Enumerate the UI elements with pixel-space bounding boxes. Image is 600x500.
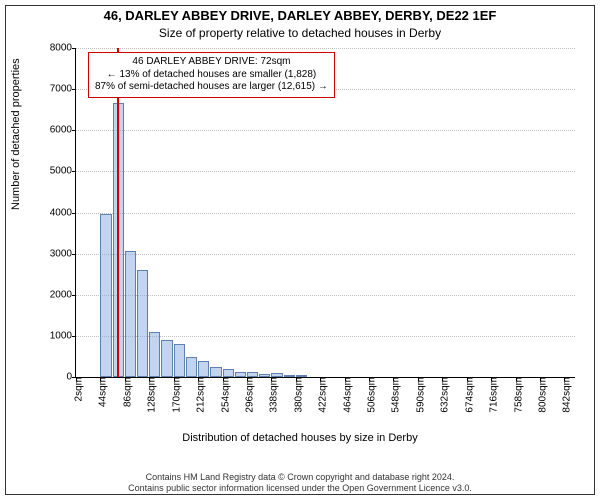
ytick-label: 7000 [32,84,72,95]
xtick-label: 842sqm [556,377,573,413]
ytick-mark [72,295,76,296]
ytick-mark [72,48,76,49]
xtick-label: 254sqm [214,377,231,413]
histogram-bar [137,270,148,377]
xtick-label: 590sqm [409,377,426,413]
xtick-label: 506sqm [361,377,378,413]
ytick-label: 2000 [32,289,72,300]
ytick-label: 0 [32,372,72,383]
ytick-label: 8000 [32,43,72,54]
ytick-label: 3000 [32,248,72,259]
xtick-label: 716sqm [483,377,500,413]
gridline [76,171,575,172]
xtick-label: 170sqm [165,377,182,413]
infobox-line-1: 46 DARLEY ABBEY DRIVE: 72sqm [95,56,328,69]
infobox-line-2: ← 13% of detached houses are smaller (1,… [95,69,328,82]
gridline [76,130,575,131]
xtick-label: 632sqm [434,377,451,413]
gridline [76,254,575,255]
xtick-label: 296sqm [238,377,255,413]
histogram-bar [125,251,136,377]
property-infobox: 46 DARLEY ABBEY DRIVE: 72sqm ← 13% of de… [88,52,335,98]
xtick-label: 800sqm [531,377,548,413]
xtick-label: 674sqm [458,377,475,413]
gridline [76,213,575,214]
ytick-label: 1000 [32,330,72,341]
y-axis-label: Number of detached properties [10,58,22,210]
footer-attribution: Contains HM Land Registry data © Crown c… [0,472,600,494]
gridline [76,48,575,49]
ytick-mark [72,254,76,255]
xtick-label: 548sqm [385,377,402,413]
xtick-label: 338sqm [263,377,280,413]
histogram-bar [100,214,111,377]
footer-line-1: Contains HM Land Registry data © Crown c… [0,472,600,483]
chart-subtitle: Size of property relative to detached ho… [0,26,600,40]
histogram-bar [149,332,160,377]
plot-area: 0100020003000400050006000700080002sqm44s… [75,48,575,378]
xtick-label: 464sqm [336,377,353,413]
ytick-label: 4000 [32,207,72,218]
ytick-label: 5000 [32,166,72,177]
gridline [76,295,575,296]
x-axis-label: Distribution of detached houses by size … [0,432,600,444]
footer-line-2: Contains public sector information licen… [0,483,600,494]
histogram-bar [210,367,221,377]
xtick-label: 212sqm [190,377,207,413]
histogram-bar [174,344,185,377]
xtick-label: 380sqm [287,377,304,413]
xtick-label: 44sqm [92,377,109,407]
xtick-label: 2sqm [68,377,85,401]
ytick-mark [72,336,76,337]
ytick-mark [72,130,76,131]
ytick-mark [72,213,76,214]
xtick-label: 86sqm [116,377,133,407]
chart-title-address: 46, DARLEY ABBEY DRIVE, DARLEY ABBEY, DE… [0,8,600,23]
histogram-bar [198,361,209,377]
xtick-label: 422sqm [312,377,329,413]
ytick-mark [72,171,76,172]
xtick-label: 758sqm [507,377,524,413]
histogram-bar [223,369,234,377]
ytick-mark [72,89,76,90]
xtick-label: 128sqm [141,377,158,413]
histogram-bar [161,340,172,377]
ytick-label: 6000 [32,125,72,136]
histogram-bar [186,357,197,377]
infobox-line-3: 87% of semi-detached houses are larger (… [95,81,328,94]
